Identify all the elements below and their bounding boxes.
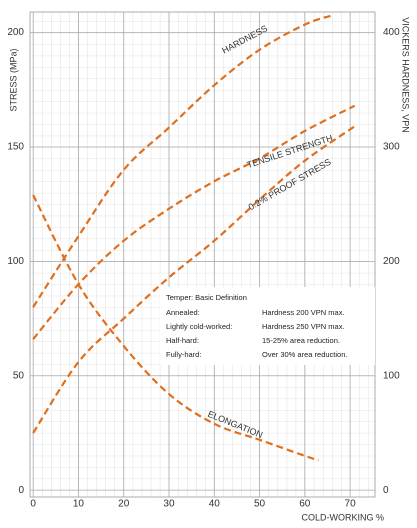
- y2-tick-label: 100: [383, 370, 400, 381]
- y2-tick-label: 200: [383, 256, 400, 267]
- x-tick-label: 50: [254, 499, 266, 510]
- y-tick-label: 0: [18, 485, 24, 496]
- table-title: Temper: Basic Definition: [166, 293, 247, 302]
- x-tick-label: 0: [30, 499, 36, 510]
- table-box: [160, 287, 375, 365]
- x-tick-label: 60: [299, 499, 311, 510]
- table-cell: Lightly cold-worked:: [166, 322, 232, 331]
- x-tick-label: 70: [345, 499, 357, 510]
- table-cell: Annealed:: [166, 308, 200, 317]
- table-cell: 15-25% area reduction.: [262, 336, 340, 345]
- series-line: [32, 14, 333, 308]
- y2-tick-label: 300: [383, 142, 400, 153]
- table-cell: Fully-hard:: [166, 350, 201, 359]
- x-tick-label: 40: [209, 499, 221, 510]
- x-tick-label: 10: [73, 499, 85, 510]
- y-axis-label: STRESS (MPa): [8, 48, 18, 111]
- table-cell: Hardness 250 VPN max.: [262, 322, 345, 331]
- y2-tick-label: 0: [383, 485, 389, 496]
- series-line: [32, 194, 319, 462]
- y2-axis-label: VICKERS HARDNESS, VPN: [401, 17, 411, 133]
- table-cell: Half-hard:: [166, 336, 199, 345]
- x-axis-label: COLD-WORKING %: [301, 512, 384, 522]
- y-tick-label: 150: [7, 142, 24, 153]
- x-tick-label: 20: [118, 499, 130, 510]
- series-line: [32, 125, 356, 434]
- table-cell: Hardness 200 VPN max.: [262, 308, 345, 317]
- x-tick-label: 30: [163, 499, 175, 510]
- table-cell: Over 30% area reduction.: [262, 350, 347, 359]
- y2-tick-label: 400: [383, 27, 400, 38]
- y-tick-label: 100: [7, 256, 24, 267]
- y-tick-label: 50: [13, 370, 25, 381]
- legend-table: Temper: Basic Definition Annealed: Hardne…: [160, 287, 375, 365]
- plot-area: [29, 11, 376, 498]
- y-tick-label: 200: [7, 27, 24, 38]
